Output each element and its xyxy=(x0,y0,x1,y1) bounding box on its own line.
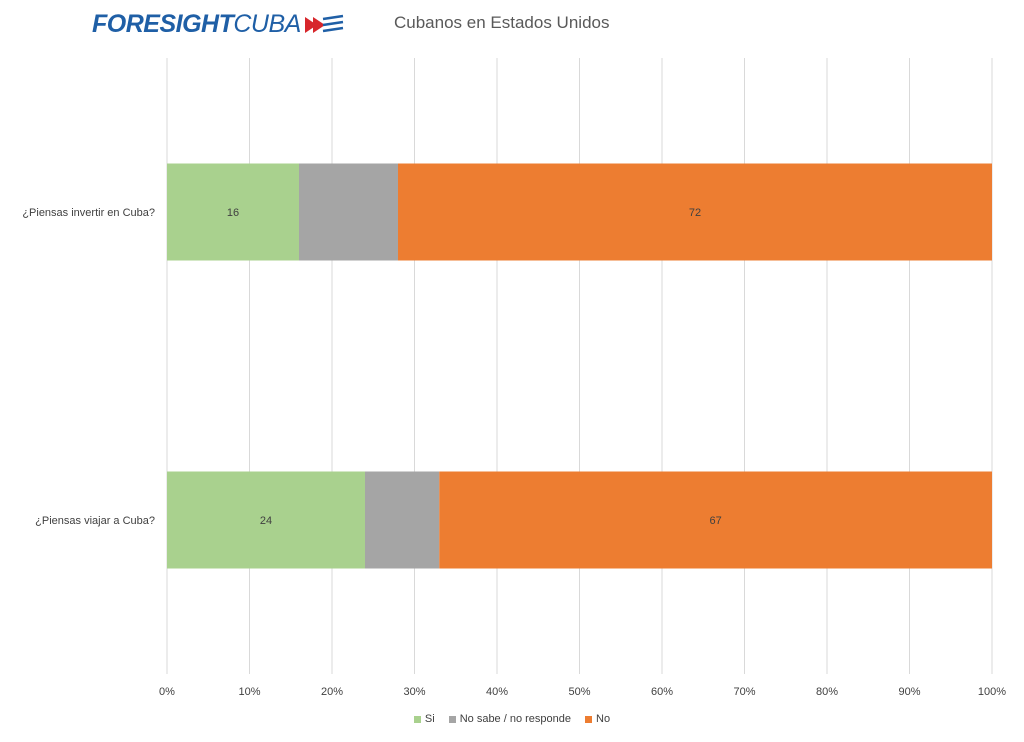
category-label: ¿Piensas viajar a Cuba? xyxy=(35,515,155,527)
x-tick-label: 10% xyxy=(238,686,260,698)
data-label: 24 xyxy=(260,515,272,527)
x-tick-label: 30% xyxy=(403,686,425,698)
x-tick-label: 60% xyxy=(651,686,673,698)
legend-swatch xyxy=(413,715,421,723)
x-tick-label: 40% xyxy=(486,686,508,698)
logo-text: FORESIGHTCUBA xyxy=(92,10,301,39)
flag-arrow-icon xyxy=(304,14,343,33)
legend-label: Si xyxy=(424,713,435,725)
logo-text-light: CUBA xyxy=(233,10,301,38)
chart-title: Cubanos en Estados Unidos xyxy=(394,13,610,32)
legend-label: No xyxy=(596,713,611,725)
legend-item: No sabe / no responde xyxy=(448,713,572,725)
category-label: ¿Piensas invertir en Cuba? xyxy=(22,207,155,219)
chart-legend: Si No sabe / no responde No xyxy=(0,713,1024,725)
x-tick-label: 70% xyxy=(733,686,755,698)
brand-logo: FORESIGHTCUBA xyxy=(92,10,345,39)
x-tick-label: 90% xyxy=(898,686,920,698)
bar-segment xyxy=(167,163,299,261)
bar-segment xyxy=(299,163,398,261)
data-label: 16 xyxy=(227,207,239,219)
x-tick-label: 50% xyxy=(568,686,590,698)
bar-segment xyxy=(439,471,992,569)
x-tick-label: 100% xyxy=(978,686,1006,698)
bar-segment xyxy=(167,471,365,569)
bar-segment xyxy=(398,163,992,261)
legend-swatch xyxy=(585,715,593,723)
legend-item: Si xyxy=(413,713,435,725)
legend-item: No xyxy=(585,713,610,725)
data-label: 72 xyxy=(689,207,701,219)
logo-text-bold: FORESIGHT xyxy=(92,10,234,38)
bar-segment xyxy=(365,471,440,569)
legend-label: No sabe / no responde xyxy=(459,713,572,725)
x-tick-label: 0% xyxy=(159,686,175,698)
data-label: 67 xyxy=(710,515,722,527)
x-tick-label: 20% xyxy=(321,686,343,698)
legend-swatch xyxy=(448,715,456,723)
x-tick-label: 80% xyxy=(816,686,838,698)
